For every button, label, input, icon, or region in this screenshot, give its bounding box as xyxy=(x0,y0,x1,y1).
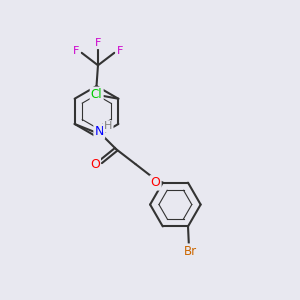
Text: Br: Br xyxy=(184,244,197,258)
Text: H: H xyxy=(104,122,112,131)
Text: N: N xyxy=(94,125,104,138)
Text: F: F xyxy=(73,46,80,56)
Text: F: F xyxy=(116,46,123,56)
Text: O: O xyxy=(151,176,160,189)
Text: Cl: Cl xyxy=(91,88,103,101)
Text: F: F xyxy=(95,38,101,48)
Text: O: O xyxy=(90,158,100,171)
